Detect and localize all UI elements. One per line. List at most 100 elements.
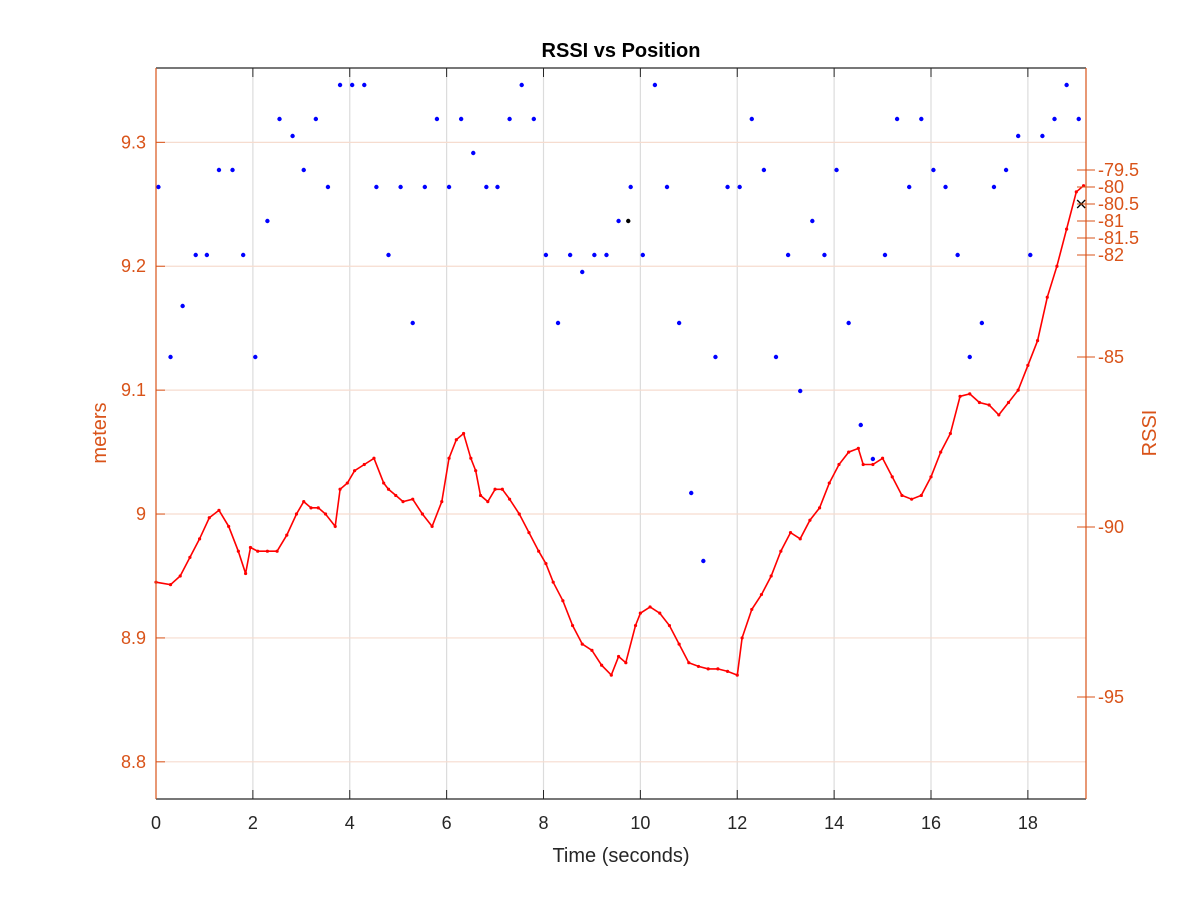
- meters-point: [1074, 190, 1078, 194]
- x-tick-label: 12: [727, 813, 747, 833]
- meters-point: [294, 512, 299, 516]
- rssi-point: [1028, 252, 1033, 258]
- y-axis-label-left: meters: [89, 402, 111, 463]
- y-axis-label-right: RSSI: [1139, 410, 1161, 457]
- meters-point: [600, 663, 604, 667]
- meters-point: [507, 497, 512, 501]
- meters-point: [217, 508, 221, 512]
- y-right-tick-label: -95: [1098, 687, 1124, 707]
- rssi-point: [834, 167, 839, 173]
- rssi-series: [156, 82, 1081, 564]
- rssi-point: [362, 82, 367, 88]
- meters-point: [493, 487, 497, 491]
- rssi-point: [349, 82, 355, 88]
- meters-point: [401, 500, 405, 504]
- meters-point: [454, 438, 458, 442]
- y-left-tick-label: 9: [136, 504, 146, 524]
- meters-point: [716, 667, 720, 671]
- x-tick-label: 10: [630, 813, 650, 833]
- y-right-tick-label: -81.5: [1098, 228, 1139, 248]
- meters-point: [677, 642, 681, 646]
- rssi-point: [519, 82, 524, 88]
- meters-point: [386, 487, 391, 491]
- meters-point: [616, 654, 621, 659]
- y-right-tick-label: -80: [1098, 177, 1124, 197]
- y-left-tick-label: 8.8: [121, 752, 146, 772]
- meters-point: [1055, 264, 1059, 268]
- rssi-point: [422, 184, 428, 190]
- meters-point: [302, 500, 306, 504]
- rssi-point: [301, 167, 306, 173]
- meters-point: [527, 531, 531, 535]
- meters-point: [880, 456, 885, 460]
- meters-point: [1035, 338, 1040, 343]
- meters-point: [687, 661, 691, 665]
- rssi-point: [531, 116, 537, 122]
- meters-point: [248, 545, 253, 550]
- rssi-point: [1064, 82, 1069, 88]
- meters-point: [352, 469, 357, 473]
- rssi-point: [216, 167, 222, 173]
- grid-lines: [156, 68, 1086, 799]
- meters-point: [316, 506, 320, 510]
- rssi-point: [458, 116, 464, 122]
- meters-point: [178, 574, 182, 578]
- rssi-point: [374, 184, 379, 190]
- meters-point: [977, 400, 982, 405]
- x-tick-label: 6: [442, 813, 452, 833]
- meters-point: [285, 533, 289, 537]
- meters-point: [696, 664, 701, 669]
- meters-point: [827, 481, 831, 485]
- rssi-point: [204, 252, 210, 258]
- meters-point: [323, 512, 328, 516]
- rssi-point: [1040, 133, 1045, 139]
- axes: [155, 67, 1095, 800]
- meters-point: [372, 456, 376, 460]
- rssi-point: [471, 150, 476, 156]
- x-tick-label: 16: [921, 813, 941, 833]
- rssi-point: [604, 252, 609, 258]
- rssi-point: [484, 184, 489, 190]
- rssi-point: [773, 354, 779, 360]
- meters-point: [769, 574, 773, 578]
- meters-point: [958, 394, 962, 398]
- meters-point: [779, 549, 783, 553]
- meters-point: [900, 493, 904, 498]
- meters-point: [667, 623, 672, 628]
- rssi-point: [156, 184, 161, 190]
- rssi-point: [652, 82, 658, 88]
- y-left-tick-label: 9.2: [121, 256, 146, 276]
- rssi-point: [168, 354, 173, 360]
- meters-point: [929, 475, 933, 479]
- rssi-point: [701, 558, 706, 564]
- rssi-point: [870, 456, 876, 462]
- meters-point: [244, 571, 248, 576]
- y-right-tick-label: -79.5: [1098, 160, 1139, 180]
- rssi-point: [955, 252, 960, 258]
- y-right-tick-label: -82: [1098, 245, 1124, 265]
- meters-point: [871, 462, 875, 467]
- rssi-point: [1076, 116, 1081, 122]
- rssi-point: [337, 82, 343, 88]
- meters-point: [648, 605, 652, 609]
- rssi-point: [664, 184, 670, 190]
- meters-point: [740, 636, 744, 640]
- meters-point: [168, 583, 173, 587]
- meters-point: [1065, 227, 1069, 231]
- rssi-point: [277, 116, 282, 122]
- meters-point: [658, 611, 662, 615]
- meters-point: [461, 431, 466, 436]
- meters-point: [939, 450, 943, 454]
- rssi-point: [325, 184, 331, 190]
- rssi-point: [253, 354, 258, 360]
- rssi-point: [628, 184, 633, 190]
- meters-point: [275, 549, 279, 553]
- meters-point: [633, 623, 638, 628]
- meters-point: [486, 500, 490, 504]
- rssi-point: [265, 218, 270, 224]
- meters-point: [919, 493, 923, 498]
- rssi-point: [1003, 167, 1009, 173]
- rssi-point: [386, 252, 391, 258]
- chart-title: RSSI vs Position: [542, 40, 701, 62]
